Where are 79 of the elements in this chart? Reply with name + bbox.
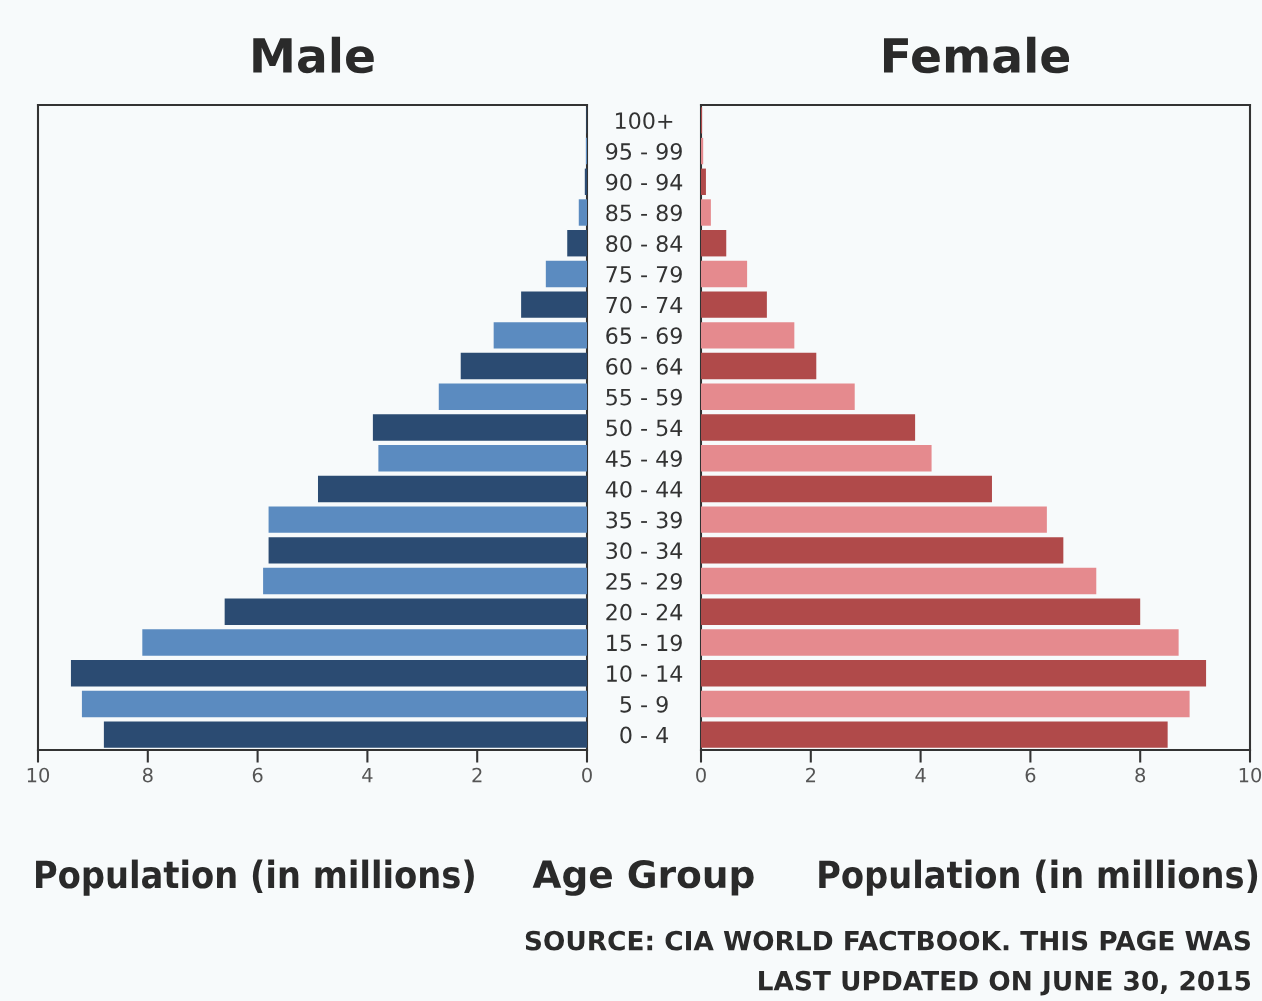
x-tick-label: 8 — [142, 767, 153, 783]
bar — [142, 629, 587, 656]
bar — [701, 230, 727, 257]
y-tick-label: 65 - 69 — [606, 327, 682, 345]
bar — [701, 291, 767, 318]
x-tick-label: 10 — [1239, 767, 1262, 783]
x-tick-label: 8 — [1135, 767, 1146, 783]
bar — [701, 690, 1190, 718]
bar — [701, 260, 748, 288]
y-tick-label: 30 - 34 — [606, 542, 683, 560]
y-tick-label: 55 - 59 — [606, 388, 682, 406]
y-tick-label: 60 - 64 — [606, 358, 683, 375]
bar — [701, 322, 795, 349]
x-tick-label: 10 — [27, 767, 50, 783]
bar — [701, 383, 855, 410]
bar — [701, 567, 1097, 595]
text: LAST UPDATED ON JUNE 30, 2015 — [759, 970, 1251, 996]
y-tick-label: 25 - 29 — [606, 573, 682, 590]
bar — [701, 721, 1168, 748]
bar — [378, 445, 587, 472]
chart-title: Female — [883, 36, 1070, 74]
bar — [701, 660, 1207, 687]
bar — [701, 352, 817, 380]
bar — [81, 690, 587, 718]
x-tick-label: 2 — [472, 767, 482, 783]
x-axis-title: Population (in millions) — [36, 859, 474, 896]
bar — [701, 629, 1179, 656]
x-axis-title: Population (in millions) — [819, 859, 1258, 896]
y-tick-label: 80 - 84 — [606, 235, 683, 252]
bar — [438, 383, 587, 410]
y-tick-label: 90 - 94 — [606, 173, 683, 191]
bar — [701, 598, 1141, 625]
bar — [701, 168, 706, 195]
x-tick-label: 6 — [1025, 767, 1036, 783]
bar — [584, 168, 587, 195]
bar — [103, 721, 587, 748]
y-tick-label: 20 - 24 — [606, 603, 683, 621]
y-tick-label: 85 - 89 — [606, 204, 682, 222]
source-note: SOURCE: CIA WORLD FACTBOOK. THIS PAGE WAS — [525, 930, 1250, 951]
bar — [545, 260, 587, 288]
bar — [701, 506, 1047, 533]
y-tick-label: 5 - 9 — [620, 695, 668, 713]
y-tick-label: 100+ — [615, 112, 673, 130]
y-axis-title: Age Group — [532, 859, 754, 896]
y-tick-label: 70 - 74 — [606, 296, 683, 314]
bar — [268, 506, 587, 533]
bar — [263, 567, 587, 595]
bar — [701, 199, 711, 226]
y-tick-label: 50 - 54 — [606, 419, 683, 437]
chart-title: Male — [253, 36, 374, 74]
x-tick-label: 2 — [806, 767, 816, 783]
bar — [578, 199, 587, 226]
bar — [701, 445, 932, 472]
bar — [567, 230, 587, 257]
x-tick-label: 0 — [582, 767, 592, 783]
y-tick-label: 95 - 99 — [606, 143, 682, 160]
x-tick-label: 4 — [362, 767, 373, 783]
bar — [224, 598, 587, 625]
y-tick-label: 45 - 49 — [605, 450, 682, 467]
y-tick-label: 0 - 4 — [620, 726, 669, 744]
bar — [460, 352, 587, 380]
x-tick-label: 4 — [915, 767, 926, 783]
y-tick-label: 15 - 19 — [607, 634, 682, 652]
bar — [268, 537, 587, 564]
bar — [317, 475, 587, 503]
bar — [701, 137, 704, 165]
bar — [521, 291, 587, 318]
bar — [701, 537, 1064, 564]
bar — [70, 660, 587, 687]
bar — [701, 414, 916, 441]
bar — [372, 414, 587, 441]
x-tick-label: 6 — [252, 767, 263, 783]
y-tick-label: 35 - 39 — [606, 511, 682, 529]
bar — [493, 322, 587, 349]
bar — [701, 475, 992, 503]
y-tick-label: 40 - 44 — [605, 480, 683, 498]
y-tick-label: 75 - 79 — [606, 265, 682, 283]
y-tick-label: 10 - 14 — [607, 665, 683, 682]
x-tick-label: 0 — [696, 767, 706, 783]
